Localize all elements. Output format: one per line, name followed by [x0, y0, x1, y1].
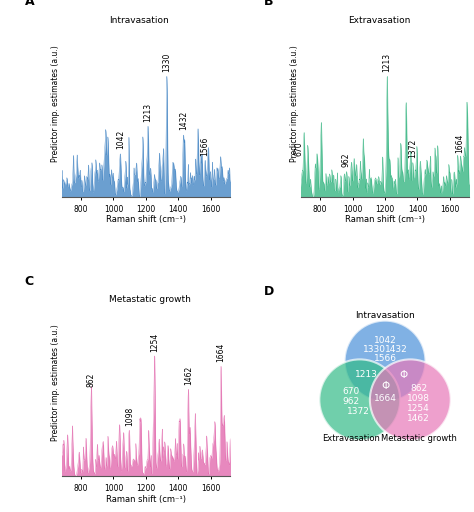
- Text: 1213: 1213: [355, 370, 378, 379]
- Text: 1664: 1664: [217, 342, 226, 361]
- Text: 1254: 1254: [150, 333, 159, 352]
- Text: 1330: 1330: [163, 52, 172, 72]
- Text: 1098: 1098: [407, 394, 430, 402]
- Text: 1664: 1664: [456, 134, 465, 153]
- Text: 1462: 1462: [407, 414, 430, 423]
- Text: 962: 962: [342, 152, 351, 167]
- Text: Extravasation: Extravasation: [348, 16, 410, 25]
- Text: 670: 670: [343, 387, 360, 396]
- Text: 1254: 1254: [407, 404, 430, 413]
- Text: 1432: 1432: [384, 345, 407, 354]
- Text: 1566: 1566: [201, 136, 210, 156]
- Circle shape: [319, 359, 400, 440]
- Text: Metastatic growth: Metastatic growth: [109, 295, 191, 304]
- Text: B: B: [264, 0, 273, 8]
- Text: 862: 862: [87, 373, 96, 387]
- Text: Intravasation: Intravasation: [355, 311, 415, 320]
- Text: 1432: 1432: [179, 111, 188, 131]
- Circle shape: [370, 359, 451, 440]
- X-axis label: Raman shift (cm⁻¹): Raman shift (cm⁻¹): [106, 216, 186, 224]
- Text: Intravasation: Intravasation: [109, 16, 169, 25]
- X-axis label: Raman shift (cm⁻¹): Raman shift (cm⁻¹): [345, 216, 425, 224]
- Circle shape: [345, 321, 426, 401]
- Text: 962: 962: [343, 397, 360, 406]
- Text: 1042: 1042: [116, 130, 125, 149]
- Text: C: C: [25, 275, 34, 288]
- Text: 1042: 1042: [374, 335, 396, 345]
- Text: 670: 670: [295, 142, 304, 156]
- Text: Metastatic growth: Metastatic growth: [381, 434, 456, 443]
- Text: A: A: [25, 0, 34, 8]
- X-axis label: Raman shift (cm⁻¹): Raman shift (cm⁻¹): [106, 495, 186, 504]
- Text: D: D: [264, 285, 274, 298]
- Text: 1213: 1213: [383, 53, 392, 72]
- Y-axis label: Predictor imp. estimates (a.u.): Predictor imp. estimates (a.u.): [51, 45, 60, 162]
- Y-axis label: Predictor imp. estimates (a.u.): Predictor imp. estimates (a.u.): [51, 325, 60, 441]
- Text: 1462: 1462: [184, 366, 193, 385]
- Text: 1213: 1213: [144, 102, 153, 122]
- Text: 1664: 1664: [374, 394, 396, 402]
- Text: Extravasation: Extravasation: [322, 434, 380, 443]
- Text: 1372: 1372: [346, 407, 370, 416]
- Y-axis label: Predictor imp. estimates (a.u.): Predictor imp. estimates (a.u.): [291, 45, 300, 162]
- Text: Φ: Φ: [381, 380, 389, 391]
- Text: 862: 862: [410, 383, 427, 393]
- Text: 1330: 1330: [363, 345, 385, 354]
- Text: Φ: Φ: [400, 370, 408, 379]
- Text: 1098: 1098: [125, 407, 134, 425]
- Text: 1372: 1372: [409, 139, 418, 158]
- Text: 1566: 1566: [374, 354, 397, 363]
